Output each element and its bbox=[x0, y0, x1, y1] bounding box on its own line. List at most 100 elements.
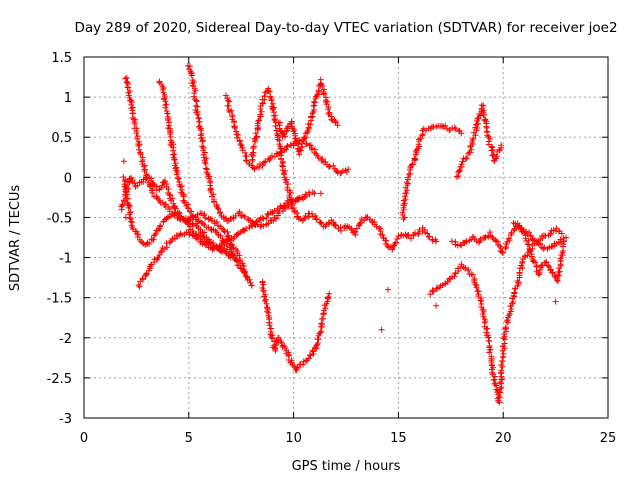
data-point bbox=[141, 167, 148, 174]
data-point bbox=[495, 397, 502, 404]
data-point bbox=[274, 131, 281, 138]
data-point bbox=[401, 200, 408, 207]
data-point bbox=[311, 98, 318, 105]
data-point bbox=[426, 233, 433, 240]
data-point bbox=[318, 220, 325, 227]
data-point bbox=[399, 209, 406, 216]
data-point bbox=[376, 225, 383, 232]
data-point bbox=[185, 205, 192, 212]
data-point bbox=[283, 128, 290, 135]
data-point bbox=[120, 158, 127, 165]
data-point bbox=[330, 162, 337, 169]
data-point bbox=[260, 222, 267, 229]
x-tick-label: 10 bbox=[285, 431, 302, 446]
data-point bbox=[284, 197, 291, 204]
x-tick-label: 15 bbox=[390, 431, 407, 446]
data-point bbox=[451, 124, 458, 131]
data-point bbox=[510, 299, 517, 306]
data-point bbox=[228, 241, 235, 248]
data-point bbox=[241, 213, 248, 220]
data-point bbox=[214, 204, 221, 211]
data-point bbox=[474, 115, 481, 122]
data-point bbox=[463, 155, 470, 162]
data-point bbox=[302, 212, 309, 219]
data-point bbox=[280, 131, 287, 138]
data-point bbox=[135, 142, 142, 149]
data-point bbox=[538, 262, 545, 269]
data-point bbox=[556, 272, 563, 279]
data-point bbox=[499, 358, 506, 365]
data-point bbox=[265, 211, 272, 218]
data-point bbox=[194, 103, 201, 110]
data-point bbox=[226, 108, 233, 115]
data-point bbox=[186, 231, 193, 238]
data-point bbox=[146, 240, 153, 247]
data-point bbox=[474, 125, 481, 132]
data-point bbox=[452, 126, 459, 133]
y-tick-label: 1.5 bbox=[51, 51, 72, 66]
data-point bbox=[259, 100, 266, 107]
data-point bbox=[235, 131, 242, 138]
data-point bbox=[284, 186, 291, 193]
data-point bbox=[403, 190, 410, 197]
grid-lines bbox=[84, 57, 608, 418]
data-point bbox=[558, 230, 565, 237]
data-point bbox=[213, 218, 220, 225]
data-point bbox=[348, 225, 355, 232]
data-point bbox=[260, 287, 267, 294]
data-point bbox=[137, 149, 144, 156]
data-point bbox=[171, 156, 178, 163]
chart-title: Day 289 of 2020, Sidereal Day-to-day VTE… bbox=[74, 20, 617, 36]
y-tick-label: 0 bbox=[64, 171, 72, 186]
data-point bbox=[261, 298, 268, 305]
data-point bbox=[322, 305, 329, 312]
y-tick-label: -2.5 bbox=[47, 372, 72, 387]
data-point bbox=[403, 179, 410, 186]
data-point bbox=[225, 97, 232, 104]
data-point bbox=[189, 220, 196, 227]
data-point bbox=[291, 363, 298, 370]
data-point bbox=[133, 228, 140, 235]
data-point bbox=[134, 135, 141, 142]
data-point bbox=[200, 151, 207, 158]
data-point bbox=[256, 164, 263, 171]
data-point bbox=[277, 204, 284, 211]
plot-frame bbox=[83, 56, 609, 419]
data-point bbox=[271, 214, 278, 221]
data-point bbox=[318, 321, 325, 328]
y-tick-label: -0.5 bbox=[47, 211, 72, 226]
x-axis-label: GPS time / hours bbox=[292, 459, 401, 474]
data-point bbox=[463, 238, 470, 245]
data-point bbox=[326, 290, 333, 297]
data-point bbox=[134, 182, 141, 189]
y-axis-label: SDTVAR / TECUs bbox=[8, 185, 23, 292]
data-point bbox=[364, 213, 371, 220]
data-point bbox=[256, 117, 263, 124]
data-point bbox=[260, 293, 267, 300]
data-point bbox=[486, 135, 493, 142]
data-point bbox=[162, 178, 169, 185]
data-point bbox=[526, 245, 533, 252]
data-point bbox=[326, 163, 333, 170]
data-point bbox=[239, 144, 246, 151]
data-point bbox=[173, 171, 180, 178]
data-point bbox=[139, 275, 146, 282]
data-point bbox=[174, 175, 181, 182]
data-point bbox=[519, 228, 526, 235]
data-point bbox=[125, 204, 132, 211]
data-point bbox=[317, 219, 324, 226]
data-point bbox=[310, 348, 317, 355]
data-point bbox=[401, 214, 408, 221]
data-point bbox=[334, 168, 341, 175]
data-point bbox=[206, 175, 213, 182]
data-point bbox=[470, 135, 477, 142]
data-points bbox=[118, 62, 570, 406]
data-point bbox=[379, 232, 386, 239]
data-point bbox=[134, 133, 141, 140]
data-point bbox=[400, 215, 407, 222]
data-point bbox=[152, 230, 159, 237]
data-point bbox=[122, 75, 129, 82]
data-point bbox=[127, 208, 134, 215]
x-tick-label: 5 bbox=[185, 431, 193, 446]
